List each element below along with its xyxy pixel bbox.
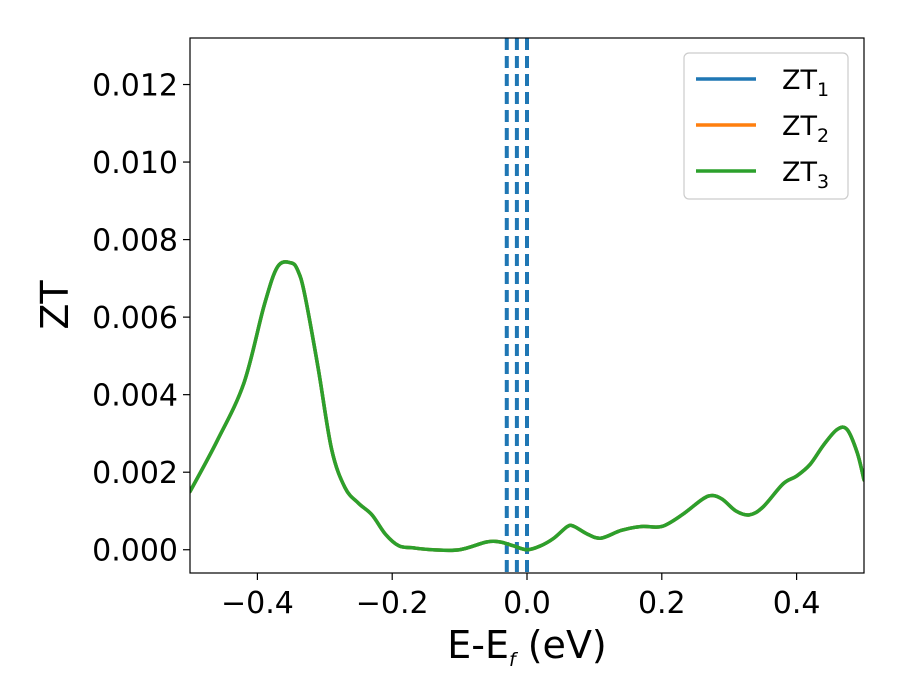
series-lines [190,260,864,553]
x-axis-label-suffix: (eV) [516,623,607,667]
legend-label-zt1: ZT1 [782,65,829,101]
y-tick-label: 0.010 [92,146,178,181]
y-tick-label: 0.002 [92,456,178,491]
legend-label-main: ZT [782,111,817,142]
x-axis-label: E-Ef (eV) [447,623,607,671]
legend-label-sub: 3 [817,171,829,193]
y-tick-label: 0.004 [92,379,178,414]
legend-label-main: ZT [782,157,817,188]
legend-label-sub: 1 [817,79,829,101]
x-tick-label: 0.2 [638,586,686,621]
legend-label-zt3: ZT3 [782,157,829,193]
x-tick-label: −0.2 [356,586,429,621]
legend-label-zt2: ZT2 [782,111,829,147]
y-tick-label: 0.008 [92,224,178,259]
legend-box [683,52,849,200]
series-line-zt3 [190,260,864,553]
plot-area [189,37,865,574]
y-axis: 0.000 0.002 0.004 0.006 0.008 0.010 0.012 [92,69,190,569]
y-tick-label: 0.006 [92,301,178,336]
x-axis: −0.4 −0.2 0.0 0.2 0.4 [221,573,820,621]
y-tick-label: 0.000 [92,534,178,569]
x-tick-label: 0.0 [503,586,551,621]
legend-label-sub: 2 [817,125,829,147]
y-axis-label: ZT [33,280,77,330]
x-axis-label-main: E-E [447,623,509,667]
x-tick-label: 0.4 [773,586,821,621]
x-axis-label-sub: f [509,649,519,671]
legend-label-main: ZT [782,65,817,96]
y-tick-label: 0.012 [92,69,178,104]
x-tick-label: −0.4 [221,586,294,621]
